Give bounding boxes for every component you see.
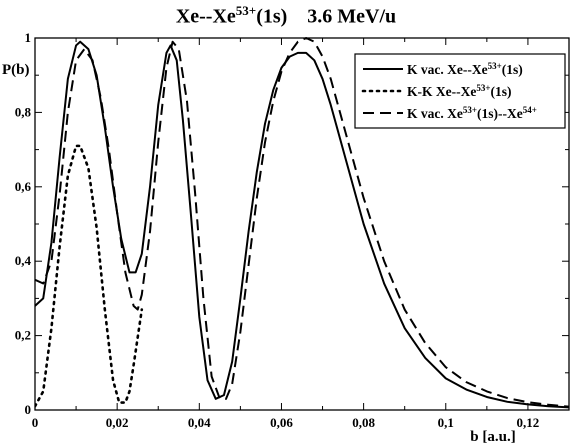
y-tick-label-2: 0,4: [15, 253, 32, 268]
y-tick-label-1: 0,2: [15, 328, 31, 343]
x-tick-label-4: 0,08: [352, 415, 375, 430]
legend-label-dotted: K-K Xe--Xe53+(1s): [407, 83, 512, 99]
x-tick-label-1: 0,02: [106, 415, 129, 430]
y-tick-label-4: 0,8: [15, 104, 32, 119]
x-tick-label-0: 0: [32, 415, 39, 430]
legend-label-solid: K vac. Xe--Xe53+(1s): [407, 61, 523, 77]
x-tick-label-2: 0,04: [188, 415, 211, 430]
x-tick-label-5: 0,1: [438, 415, 454, 430]
y-tick-label-0: 0: [25, 402, 32, 417]
y-tick-label-3: 0,6: [15, 179, 32, 194]
y-tick-label-5: 1: [25, 30, 32, 45]
x-tick-label-3: 0,06: [270, 415, 293, 430]
legend-label-dashed: K vac. Xe53+(1s)--Xe54+: [407, 105, 537, 121]
x-axis-label: b [a.u.]: [470, 429, 515, 445]
series-line-dotted: [35, 144, 144, 408]
x-tick-label-6: 0,12: [517, 415, 540, 430]
chart-title: Xe--Xe53+(1s) 3.6 MeV/u: [175, 3, 397, 28]
y-axis-label: P(b): [2, 62, 30, 78]
series-line-dashed: [35, 37, 569, 408]
